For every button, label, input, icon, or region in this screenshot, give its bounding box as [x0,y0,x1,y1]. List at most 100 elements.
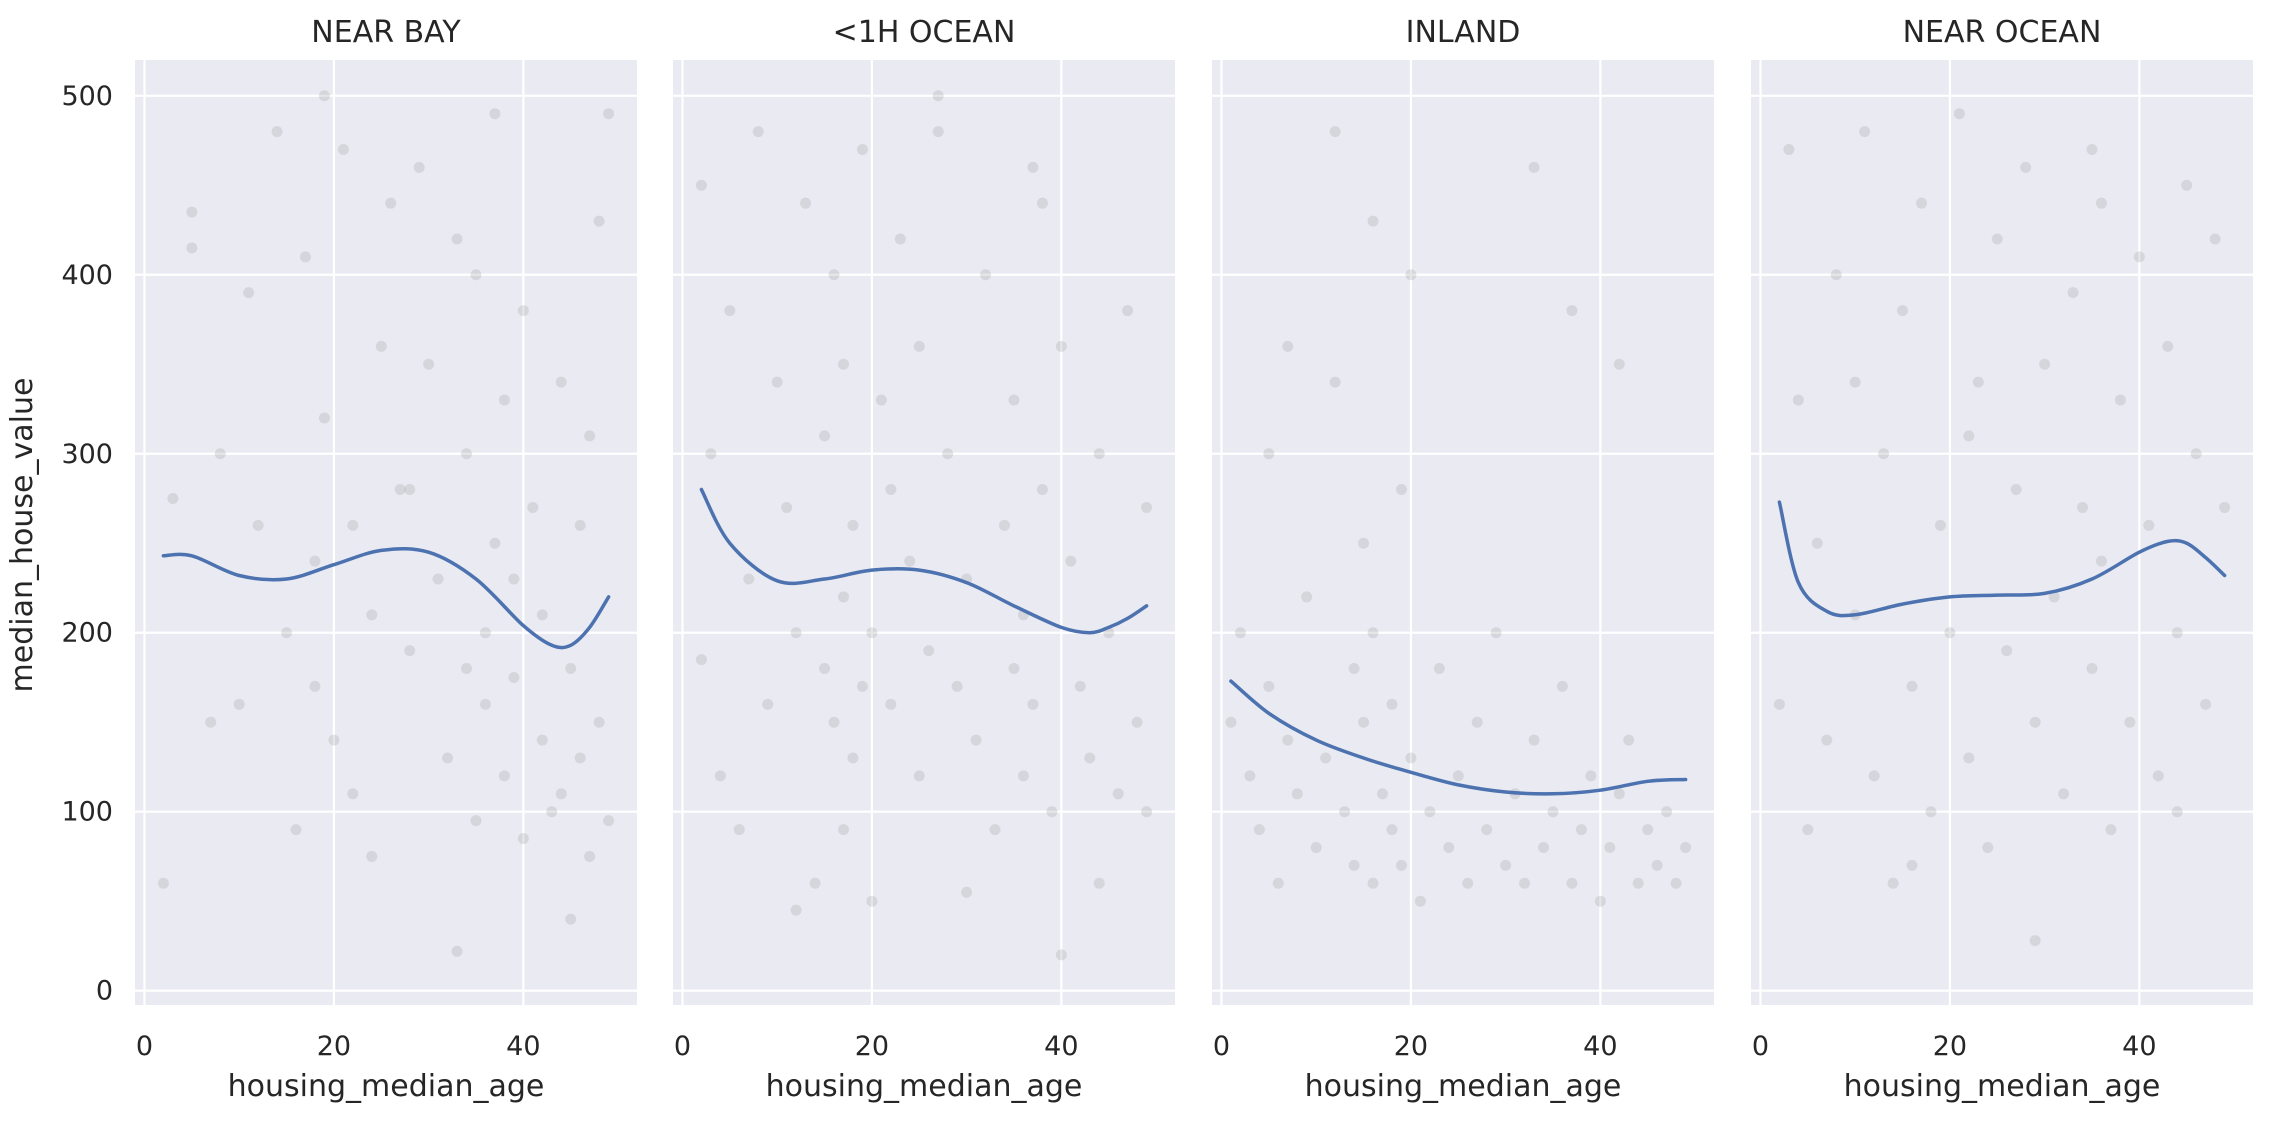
panel-title: NEAR OCEAN [1903,15,2102,50]
scatter-point [1547,806,1559,818]
scatter-point [1481,824,1493,836]
scatter-point [584,430,596,442]
scatter-point [2190,448,2202,460]
scatter-point [1027,161,1039,173]
panel-title: NEAR BAY [311,15,461,50]
x-tick-label: 20 [855,1031,889,1062]
scatter-point [714,770,726,782]
scatter-point [2086,143,2098,155]
scatter-point [1074,680,1086,692]
x-axis-label: housing_median_age [1844,1069,2161,1104]
scatter-point [932,90,944,102]
scatter-point [2010,484,2022,496]
scatter-point [1934,519,1946,531]
scatter-point [1963,752,1975,764]
scatter-point [1301,591,1313,603]
scatter-point [375,340,387,352]
scatter-point [186,242,198,254]
scatter-point [1263,680,1275,692]
scatter-point [942,448,954,460]
scatter-point [603,815,615,827]
scatter-point [2077,501,2089,513]
scatter-point [603,108,615,120]
facet-panel: INLAND 0 20 40 housing_median_age [1212,15,1714,1104]
trend-line [1229,679,1688,796]
scatter-point [885,484,897,496]
scatter-point [837,824,849,836]
trend-line [161,546,611,650]
y-tick-label: 300 [61,439,113,470]
scatter-point [1632,877,1644,889]
scatter-point [413,161,425,173]
facet-panel: <1H OCEAN 0 20 40 housing_median_age [673,15,1175,1104]
y-tick-label: 400 [61,260,113,291]
scatter-point [479,698,491,710]
scatter-point [394,484,406,496]
scatter-point [1642,824,1654,836]
scatter-point [1859,126,1871,138]
scatter-point [1291,788,1303,800]
scatter-point [771,376,783,388]
scatter-point [1395,859,1407,871]
scatter-point [837,591,849,603]
scatter-point [809,877,821,889]
scatter-point [932,126,944,138]
scatter-point [1963,430,1975,442]
scatter-point [856,680,868,692]
scatter-point [1263,448,1275,460]
scatter-point [1452,770,1464,782]
x-tick-label: 20 [1394,1031,1428,1062]
x-tick-label: 40 [506,1031,540,1062]
scatter-point [546,806,558,818]
scatter-point [1367,877,1379,889]
x-axis-label: housing_median_age [228,1069,545,1104]
scatter-point [913,340,925,352]
scatter-point [167,492,179,504]
scatter-point [1395,484,1407,496]
scatter-point [1528,734,1540,746]
scatter-point [1830,269,1842,281]
trend-line [699,487,1149,635]
scatter-point [318,90,330,102]
scatter-point [1680,842,1692,853]
scatter-point [281,627,293,639]
scatter-points [157,90,615,957]
scatter-point [1055,949,1067,961]
scatter-point [565,663,577,675]
scatter-point [856,143,868,155]
scatter-point [536,734,548,746]
scatter-point [1594,895,1606,907]
scatter-point [2133,251,2145,263]
scatter-point [1953,108,1965,120]
scatter-point [1821,734,1833,746]
scatter-point [461,448,473,460]
scatter-point [1112,788,1124,800]
scatter-point [404,645,416,657]
scatter-point [461,663,473,675]
scatter-point [337,143,349,155]
scatter-point [913,770,925,782]
scatter-point [1093,877,1105,889]
scatter-point [366,850,378,862]
scatter-point [1915,197,1927,209]
scatter-point [1036,197,1048,209]
scatter-points [695,90,1153,961]
scatter-point [470,269,482,281]
scatter-point [1623,734,1635,746]
scatter-point [1376,788,1388,800]
scatter-point [2029,716,2041,728]
scatter-point [1367,215,1379,227]
scatter-point [837,358,849,370]
panel-background [1212,60,1714,1005]
scatter-point [1897,305,1909,317]
scatter-point [1849,376,1861,388]
scatter-point [2181,179,2193,191]
x-tick-label: 40 [1044,1031,1078,1062]
scatter-point [1575,824,1587,836]
x-tick-label: 40 [1583,1031,1617,1062]
scatter-point [527,501,539,513]
scatter-point [1282,734,1294,746]
scatter-point [1027,698,1039,710]
